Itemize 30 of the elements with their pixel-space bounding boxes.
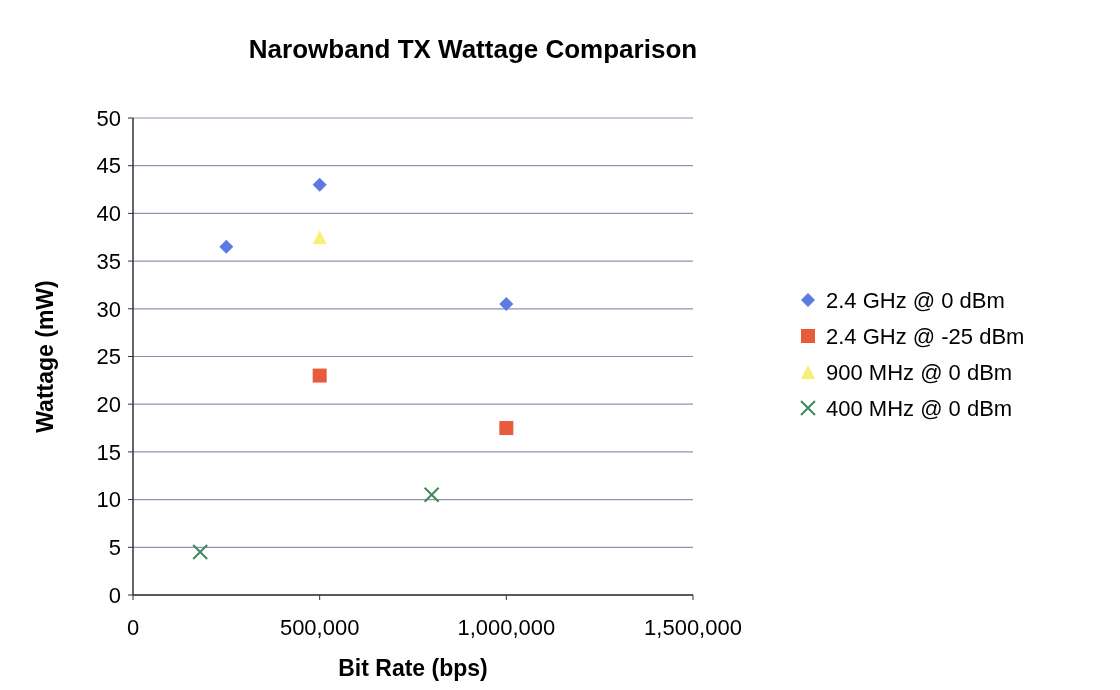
y-tick-label: 15 <box>96 439 121 465</box>
y-axis-title: Wattage (mW) <box>32 280 58 433</box>
x-tick-label: 500,000 <box>279 615 360 640</box>
x-tick-label: 1,000,000 <box>457 615 556 640</box>
point <box>312 177 327 192</box>
legend-label: 400 MHz @ 0 dBm <box>826 395 1013 421</box>
y-tick-label: 50 <box>96 105 121 131</box>
legend-label: 900 MHz @ 0 dBm <box>826 359 1013 385</box>
point <box>499 297 514 312</box>
point <box>192 544 209 561</box>
y-tick-label: 25 <box>96 344 121 370</box>
point <box>499 421 514 436</box>
legend-label: 2.4 GHz @ -25 dBm <box>826 323 1025 349</box>
point <box>423 486 440 503</box>
x-tick-label: 1,500,000 <box>644 615 742 640</box>
y-tick-label: 20 <box>96 391 121 417</box>
y-tick-label: 45 <box>96 153 121 179</box>
y-tick-label: 10 <box>96 487 121 513</box>
y-tick-label: 35 <box>96 248 121 274</box>
x-tick-label: 0 <box>126 615 140 640</box>
y-tick-label: 30 <box>96 296 121 322</box>
x-axis-title: Bit Rate (bps) <box>338 655 488 681</box>
point <box>219 239 234 254</box>
y-tick-label: 5 <box>108 535 121 560</box>
point <box>312 368 327 383</box>
y-tick-label: 40 <box>96 201 121 227</box>
chart-title: Narowband TX Wattage Comparison <box>248 34 698 64</box>
y-tick-label: 0 <box>108 582 121 608</box>
legend-label: 2.4 GHz @ 0 dBm <box>826 287 1005 313</box>
point <box>312 230 327 245</box>
